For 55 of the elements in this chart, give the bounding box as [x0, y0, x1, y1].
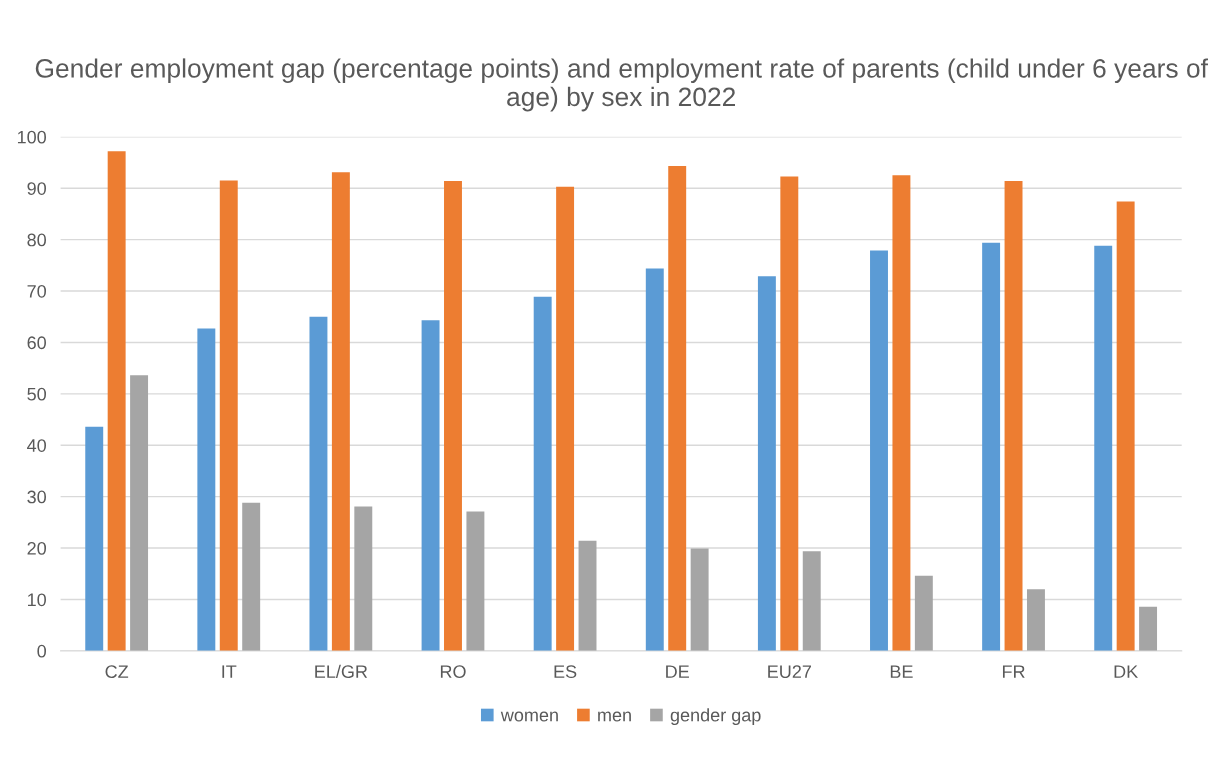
bar — [892, 175, 911, 651]
bar — [690, 548, 709, 651]
x-tick-label: DK — [1114, 665, 1138, 678]
bar — [1139, 606, 1158, 651]
bar — [533, 296, 552, 651]
y-tick-label: 0 — [37, 644, 47, 658]
x-tick-label: ES — [554, 665, 577, 679]
legend-label: men — [598, 711, 631, 722]
y-tick-label: 50 — [27, 387, 47, 401]
bar — [421, 320, 440, 651]
y-tick-label: 80 — [27, 233, 47, 247]
legend-label: women — [500, 711, 558, 722]
bar — [1004, 181, 1023, 651]
bar — [130, 375, 149, 651]
bar — [1094, 245, 1113, 651]
y-tick-label: 30 — [27, 490, 47, 504]
y-tick-label: 60 — [27, 336, 47, 350]
bar — [219, 180, 238, 651]
x-tick-label: DE — [666, 665, 689, 678]
bar — [242, 502, 261, 651]
bar — [466, 511, 485, 651]
x-tick-label: EU27 — [768, 665, 811, 679]
bar — [578, 540, 597, 651]
bar — [309, 316, 328, 651]
y-tick-label: 40 — [27, 439, 47, 452]
bar — [645, 268, 664, 651]
bar — [197, 328, 216, 651]
x-tick-label: FR — [1002, 665, 1025, 678]
y-tick-label: 100 — [17, 130, 47, 144]
x-tick-label: CZ — [105, 665, 129, 679]
bar — [444, 181, 462, 651]
bar — [757, 276, 776, 651]
y-tick-label: 20 — [27, 541, 47, 555]
chart-title: Gender employment gap (percentage points) and employment rate of parents (child under 6 years of age) by sex in 2022 — [35, 58, 1208, 112]
bar — [556, 186, 575, 651]
bar — [914, 575, 933, 651]
x-tick-label: RO — [440, 665, 466, 679]
bar — [780, 176, 799, 651]
y-tick-label: 70 — [27, 284, 47, 298]
bar — [668, 166, 687, 651]
y-tick-label: 10 — [28, 593, 47, 607]
bar — [331, 172, 350, 651]
bar — [802, 551, 821, 651]
bar — [85, 426, 104, 651]
bar — [354, 506, 373, 651]
x-tick-label: IT — [222, 665, 237, 678]
y-tick-label: 90 — [27, 182, 47, 195]
x-tick-label: BE — [890, 665, 913, 678]
legend-label: gender gap — [670, 708, 761, 726]
bar — [982, 242, 1001, 651]
bar — [870, 250, 888, 651]
bar — [1026, 589, 1045, 651]
bar — [107, 151, 126, 651]
x-tick-label: EL/GR — [315, 664, 368, 679]
bar — [1116, 201, 1135, 651]
